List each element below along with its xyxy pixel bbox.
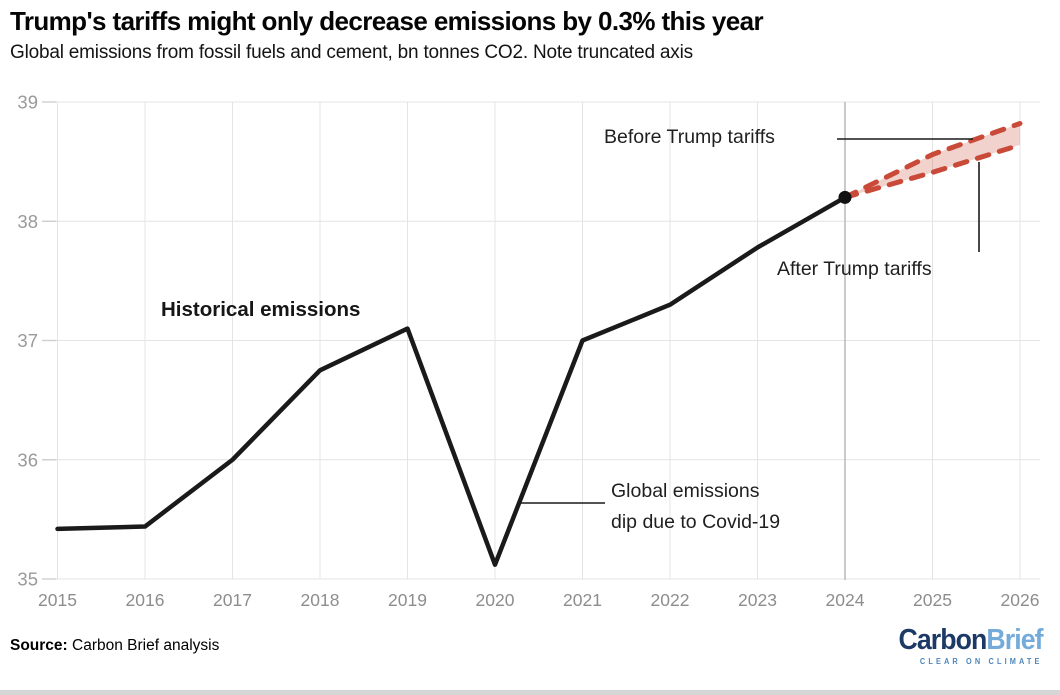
svg-text:2015: 2015: [38, 590, 77, 610]
source-note: Source: Carbon Brief analysis: [10, 637, 219, 655]
svg-text:2017: 2017: [213, 590, 252, 610]
svg-text:37: 37: [17, 330, 38, 351]
logo-tagline: CLEAR ON CLIMATE: [920, 657, 1043, 666]
annotation-after-trump-tariffs: After Trump tariffs: [777, 258, 932, 280]
annotation-covid-dip: Global emissions dip due to Covid-19: [611, 476, 780, 538]
source-label: Source:: [10, 637, 68, 654]
svg-text:35: 35: [17, 569, 38, 590]
window-bottom-edge: [0, 690, 1060, 695]
carbonbrief-logo[interactable]: CarbonBrief CLEAR ON CLIMATE: [898, 624, 1044, 667]
annotation-covid-line1: Global emissions: [611, 480, 760, 502]
annotation-historical-emissions: Historical emissions: [161, 298, 361, 321]
carbonbrief-wordmark: CarbonBrief: [898, 624, 1044, 656]
plot-canvas: 35 36 37 38 39 2015 2016 2017 2018 2019 2020 2021 20…: [17, 92, 1040, 610]
logo-part-carbon: Carbon: [898, 624, 988, 656]
emissions-line-chart: 35 36 37 38 39 2015 2016 2017 2018 2019 2020 2021 20…: [17, 92, 1040, 610]
svg-text:36: 36: [17, 449, 38, 470]
svg-text:2021: 2021: [563, 590, 602, 610]
svg-text:2020: 2020: [476, 590, 515, 610]
svg-text:2019: 2019: [388, 590, 427, 610]
chart-title: Trump's tariffs might only decrease emis…: [10, 6, 764, 36]
svg-text:38: 38: [17, 211, 38, 232]
svg-text:2022: 2022: [651, 590, 690, 610]
chart-subtitle: Global emissions from fossil fuels and c…: [10, 42, 693, 63]
annotation-covid-line2: dip due to Covid-19: [611, 511, 781, 533]
svg-text:2016: 2016: [126, 590, 165, 610]
source-text: Carbon Brief analysis: [72, 637, 220, 654]
annotation-before-trump-tariffs: Before Trump tariffs: [604, 126, 775, 148]
svg-text:2024: 2024: [826, 590, 865, 610]
svg-text:2026: 2026: [1001, 590, 1040, 610]
svg-text:39: 39: [17, 92, 38, 113]
svg-text:2023: 2023: [738, 590, 777, 610]
svg-text:2018: 2018: [301, 590, 340, 610]
svg-text:2025: 2025: [913, 590, 952, 610]
logo-part-brief: Brief: [986, 624, 1044, 656]
